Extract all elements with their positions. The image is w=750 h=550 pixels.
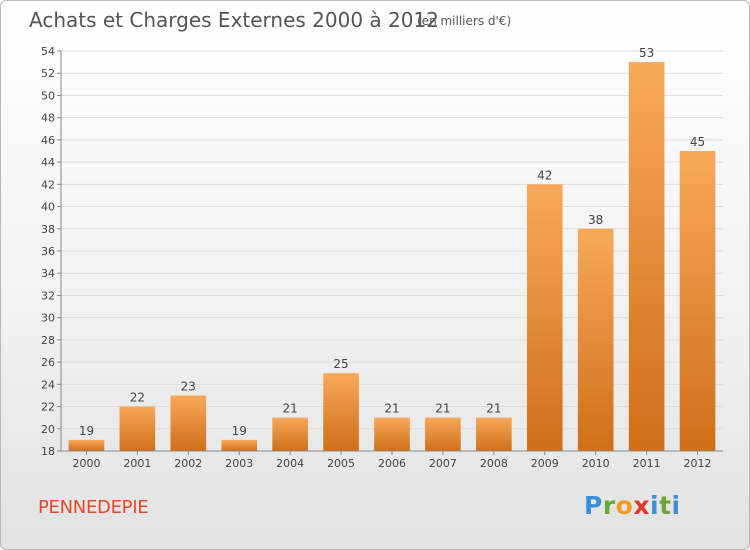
y-tick-label: 54 — [41, 45, 55, 58]
x-tick-label: 2006 — [378, 457, 406, 470]
x-tick-label: 2005 — [327, 457, 355, 470]
bar — [323, 373, 359, 451]
bar — [68, 439, 105, 451]
y-tick-label: 18 — [41, 445, 55, 458]
data-label: 38 — [588, 213, 603, 227]
data-label: 23 — [181, 379, 196, 393]
y-tick-label: 28 — [41, 334, 55, 347]
bar — [526, 184, 563, 452]
y-tick-label: 32 — [41, 289, 55, 302]
data-label: 19 — [79, 424, 94, 438]
x-tick-label: 2004 — [276, 457, 304, 470]
x-tick-label: 2000 — [72, 457, 100, 470]
x-tick-label: 2002 — [174, 457, 202, 470]
y-tick-label: 44 — [41, 156, 55, 169]
bar — [221, 439, 258, 451]
data-label: 21 — [384, 402, 399, 416]
bar — [119, 406, 156, 451]
data-label: 21 — [486, 402, 501, 416]
x-tick-label: 2008 — [480, 457, 508, 470]
x-tick-label: 2001 — [123, 457, 151, 470]
chart-subtitle: (en milliers d'€) — [417, 14, 512, 28]
data-label: 22 — [130, 391, 145, 405]
y-tick-label: 22 — [41, 401, 55, 414]
y-tick-label: 48 — [41, 112, 55, 125]
y-tick-label: 52 — [41, 67, 55, 80]
y-tick-label: 36 — [41, 245, 55, 258]
data-label: 25 — [333, 357, 348, 371]
place-name: PENNEDEPIE — [38, 497, 149, 518]
y-tick-label: 38 — [41, 223, 55, 236]
x-tick-label: 2009 — [531, 457, 559, 470]
data-label: 45 — [690, 135, 705, 149]
bar — [374, 417, 410, 451]
data-label: 21 — [283, 402, 298, 416]
data-label: 19 — [232, 424, 247, 438]
data-label: 21 — [435, 402, 450, 416]
y-tick-label: 26 — [41, 356, 55, 369]
y-tick-label: 40 — [41, 201, 55, 214]
bar — [628, 62, 665, 451]
data-label: 53 — [639, 46, 654, 60]
x-tick-label: 2012 — [684, 457, 712, 470]
bar — [425, 417, 461, 451]
x-tick-label: 2007 — [429, 457, 457, 470]
chart-title: Achats et Charges Externes 2000 à 2012 — [29, 8, 439, 32]
x-tick-label: 2003 — [225, 457, 253, 470]
x-tick-label: 2010 — [582, 457, 610, 470]
bar — [170, 395, 207, 451]
y-tick-label: 20 — [41, 423, 55, 436]
y-tick-label: 30 — [41, 312, 55, 325]
y-tick-label: 42 — [41, 178, 55, 191]
bar — [577, 228, 614, 451]
bar — [476, 417, 512, 451]
y-tick-label: 34 — [41, 267, 55, 280]
bar — [272, 417, 308, 451]
data-label: 42 — [537, 168, 552, 182]
x-tick-label: 2011 — [633, 457, 661, 470]
y-tick-label: 46 — [41, 134, 55, 147]
bar — [679, 151, 716, 451]
y-tick-label: 24 — [41, 378, 55, 391]
y-tick-label: 50 — [41, 89, 55, 102]
proxiti-logo: Proxiti — [584, 491, 681, 520]
